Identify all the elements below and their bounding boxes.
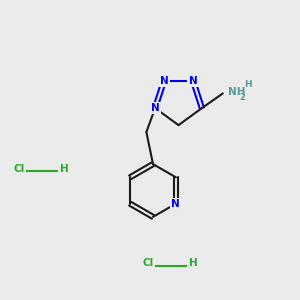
Text: N: N: [172, 199, 180, 209]
Text: 2: 2: [240, 93, 245, 102]
Text: N: N: [160, 76, 168, 85]
Text: H: H: [60, 164, 69, 174]
Text: NH: NH: [228, 87, 246, 97]
Text: N: N: [151, 103, 160, 113]
Text: N: N: [189, 76, 197, 85]
Text: H: H: [244, 80, 251, 89]
Text: H: H: [189, 258, 198, 268]
Text: Cl: Cl: [143, 258, 154, 268]
Text: Cl: Cl: [14, 164, 25, 174]
